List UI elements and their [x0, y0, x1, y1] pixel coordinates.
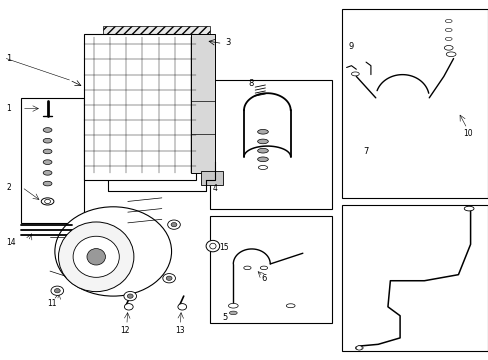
Bar: [341, 205, 487, 351]
Ellipse shape: [43, 171, 52, 175]
Text: 5: 5: [222, 313, 227, 322]
Bar: [201, 171, 222, 185]
Bar: [341, 9, 487, 198]
Ellipse shape: [43, 181, 52, 186]
Ellipse shape: [463, 206, 473, 211]
Ellipse shape: [445, 37, 451, 41]
Circle shape: [123, 292, 136, 301]
Ellipse shape: [444, 45, 452, 50]
Text: 1: 1: [6, 104, 11, 113]
Text: 11: 11: [47, 299, 57, 308]
Ellipse shape: [55, 207, 171, 296]
Circle shape: [51, 286, 63, 296]
Text: 8: 8: [248, 79, 253, 88]
Ellipse shape: [286, 304, 294, 308]
Ellipse shape: [43, 149, 52, 154]
Ellipse shape: [73, 236, 119, 277]
Ellipse shape: [446, 52, 455, 57]
Circle shape: [356, 346, 362, 350]
Ellipse shape: [355, 346, 363, 350]
Text: 15: 15: [219, 243, 228, 252]
Text: 12: 12: [120, 325, 130, 334]
Ellipse shape: [257, 157, 268, 162]
Ellipse shape: [351, 72, 359, 76]
Bar: [210, 216, 331, 323]
Ellipse shape: [41, 198, 54, 205]
Text: 4: 4: [212, 184, 217, 193]
Text: 13: 13: [175, 325, 184, 334]
Circle shape: [178, 303, 186, 310]
Circle shape: [44, 199, 50, 203]
Bar: [103, 26, 210, 169]
Circle shape: [54, 289, 60, 293]
Text: 7: 7: [363, 147, 368, 156]
Ellipse shape: [257, 139, 268, 144]
Ellipse shape: [43, 128, 52, 132]
Ellipse shape: [43, 160, 52, 165]
Ellipse shape: [229, 311, 237, 315]
Ellipse shape: [59, 222, 134, 292]
Ellipse shape: [244, 266, 250, 270]
Ellipse shape: [445, 28, 451, 32]
Ellipse shape: [260, 266, 267, 270]
Ellipse shape: [43, 138, 52, 143]
Text: 10: 10: [462, 129, 472, 138]
Text: 1: 1: [6, 54, 12, 63]
Ellipse shape: [205, 240, 219, 252]
Bar: [84, 33, 196, 180]
Ellipse shape: [445, 19, 451, 23]
Text: 3: 3: [224, 38, 230, 47]
Circle shape: [167, 220, 180, 229]
Text: 14: 14: [6, 238, 16, 247]
Circle shape: [127, 294, 133, 298]
Bar: [21, 98, 84, 223]
Ellipse shape: [257, 130, 268, 134]
Ellipse shape: [209, 243, 216, 249]
Text: 9: 9: [347, 41, 353, 50]
Circle shape: [124, 303, 133, 310]
Circle shape: [163, 274, 175, 283]
Text: 2: 2: [6, 183, 11, 192]
Bar: [210, 80, 331, 208]
Text: 6: 6: [261, 274, 266, 283]
Ellipse shape: [257, 148, 268, 153]
Ellipse shape: [87, 249, 105, 265]
Circle shape: [166, 276, 172, 280]
Bar: [191, 33, 215, 173]
Ellipse shape: [228, 303, 238, 308]
Ellipse shape: [258, 166, 267, 170]
Circle shape: [171, 222, 177, 227]
